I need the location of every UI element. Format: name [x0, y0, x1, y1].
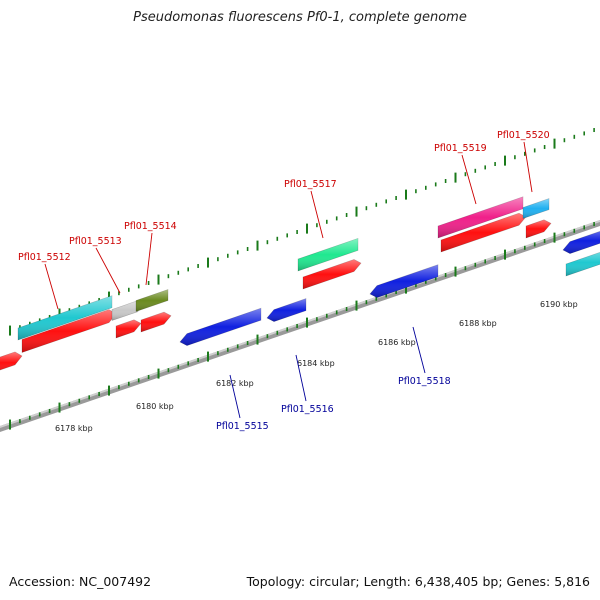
gene-label[interactable]: Pfl01_5518 [398, 376, 451, 387]
gene-arrow-shading [298, 238, 358, 271]
gene-arrow-shading [563, 231, 600, 254]
gene-label[interactable]: Pfl01_5512 [18, 252, 71, 263]
gene-label[interactable]: Pfl01_5516 [281, 404, 334, 415]
scale-label: 6182 kbp [216, 379, 254, 388]
gene-arrow-shading [22, 309, 116, 353]
gene-arrow-shading [566, 252, 600, 276]
gene-arrow-shading [112, 300, 138, 321]
gene-arrow-shading [136, 289, 168, 312]
reverse-scale-track [9, 222, 595, 430]
gene-arrow-shading [526, 219, 551, 238]
gene-arrow-shading [303, 259, 361, 289]
gene-label[interactable]: Pfl01_5513 [69, 236, 122, 247]
topology-summary: Topology: circular; Length: 6,438,405 bp… [246, 574, 590, 589]
gene-arrow-shading [523, 198, 549, 219]
accession-text: Accession: NC_007492 [9, 574, 152, 589]
gene-label[interactable]: Pfl01_5517 [284, 179, 337, 190]
gene-arrow-shading [438, 196, 523, 238]
backbone [0, 220, 600, 432]
scale-labels: 6178 kbp 6180 kbp 6182 kbp 6184 kbp 6186 kbp… [55, 300, 578, 433]
callout-line [295, 354, 307, 402]
gene-features[interactable] [0, 196, 600, 374]
gene-arrow-shading [18, 295, 112, 340]
gene-label[interactable]: Pfl01_5514 [124, 221, 177, 232]
gene-arrow-shading [267, 298, 306, 322]
scale-label: 6186 kbp [378, 338, 416, 347]
scale-label: 6184 kbp [297, 359, 335, 368]
scale-label: 6188 kbp [459, 319, 497, 328]
callout-line [229, 374, 241, 419]
callout-line [95, 247, 121, 294]
gene-arrow-shading [180, 308, 261, 346]
gene-arrow-shading [370, 264, 438, 298]
gene-label[interactable]: Pfl01_5520 [497, 130, 550, 141]
gene-label[interactable]: Pfl01_5519 [434, 143, 487, 154]
genome-title: Pseudomonas fluorescens Pf0-1, complete … [133, 10, 467, 25]
gene-arrow-shading [141, 312, 171, 332]
callout-line [523, 141, 533, 193]
gene-label[interactable]: Pfl01_5515 [216, 421, 269, 432]
scale-label: 6180 kbp [136, 402, 174, 411]
callout-line [310, 190, 324, 239]
scale-label: 6178 kbp [55, 424, 93, 433]
callout-line [44, 263, 59, 310]
scale-label: 6190 kbp [540, 300, 578, 309]
gene-arrow-shading [116, 319, 141, 338]
gene-arrow-shading [441, 213, 526, 252]
callout-line [412, 326, 426, 374]
gene-arrow-shading [0, 351, 22, 371]
callout-line [461, 154, 477, 205]
callout-line [145, 232, 153, 286]
